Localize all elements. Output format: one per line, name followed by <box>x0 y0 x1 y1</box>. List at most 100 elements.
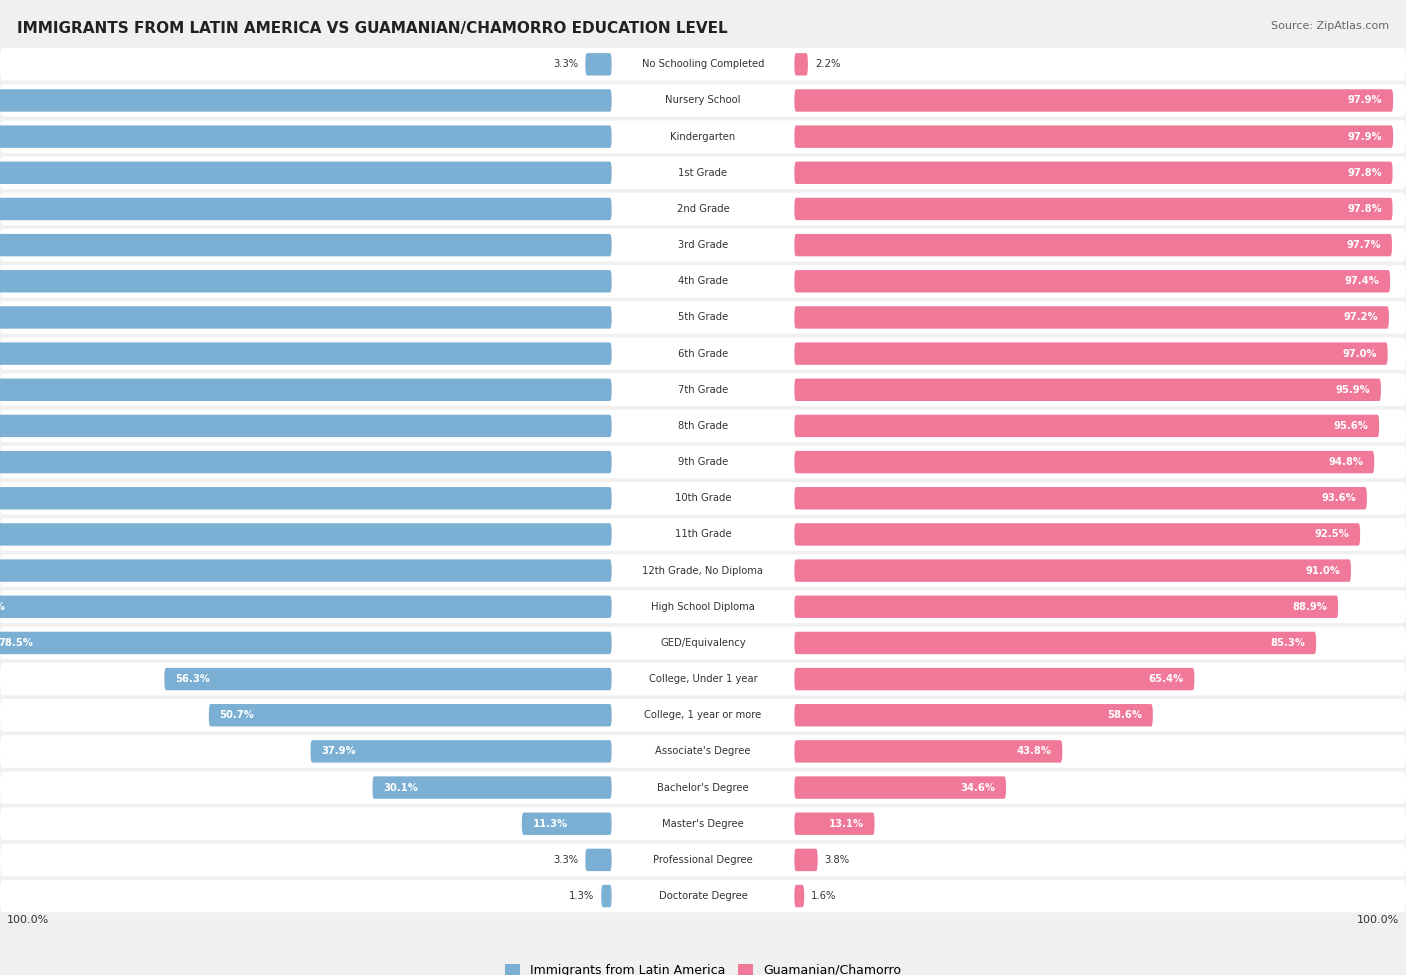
FancyBboxPatch shape <box>0 48 1406 81</box>
FancyBboxPatch shape <box>0 84 1406 117</box>
FancyBboxPatch shape <box>0 518 1406 551</box>
FancyBboxPatch shape <box>0 373 1406 406</box>
FancyBboxPatch shape <box>602 885 612 908</box>
FancyBboxPatch shape <box>0 229 1406 261</box>
FancyBboxPatch shape <box>0 265 1406 297</box>
Text: 97.9%: 97.9% <box>1348 96 1382 105</box>
Text: College, 1 year or more: College, 1 year or more <box>644 710 762 721</box>
Text: Associate's Degree: Associate's Degree <box>655 747 751 757</box>
Text: Source: ZipAtlas.com: Source: ZipAtlas.com <box>1271 21 1389 31</box>
Text: 97.9%: 97.9% <box>1348 132 1382 141</box>
FancyBboxPatch shape <box>794 740 1063 762</box>
FancyBboxPatch shape <box>794 270 1391 292</box>
Text: Bachelor's Degree: Bachelor's Degree <box>657 783 749 793</box>
Text: 6th Grade: 6th Grade <box>678 349 728 359</box>
Text: 37.9%: 37.9% <box>321 747 356 757</box>
FancyBboxPatch shape <box>794 90 1393 112</box>
FancyBboxPatch shape <box>0 157 1406 189</box>
Text: 65.4%: 65.4% <box>1149 674 1184 684</box>
Text: 100.0%: 100.0% <box>7 915 49 924</box>
FancyBboxPatch shape <box>794 776 1007 799</box>
Text: College, Under 1 year: College, Under 1 year <box>648 674 758 684</box>
Text: 91.0%: 91.0% <box>1306 566 1340 575</box>
FancyBboxPatch shape <box>0 807 1406 840</box>
Text: 97.8%: 97.8% <box>1347 204 1382 214</box>
FancyBboxPatch shape <box>0 555 1406 587</box>
Text: Doctorate Degree: Doctorate Degree <box>658 891 748 901</box>
Text: 95.6%: 95.6% <box>1334 421 1368 431</box>
Text: 2.2%: 2.2% <box>815 59 841 69</box>
Text: 85.3%: 85.3% <box>1271 638 1306 648</box>
Text: Kindergarten: Kindergarten <box>671 132 735 141</box>
FancyBboxPatch shape <box>794 126 1393 148</box>
Text: 43.8%: 43.8% <box>1017 747 1052 757</box>
Text: 13.1%: 13.1% <box>830 819 863 829</box>
FancyBboxPatch shape <box>373 776 612 799</box>
FancyBboxPatch shape <box>794 342 1388 365</box>
Text: 82.1%: 82.1% <box>0 602 6 611</box>
Text: 9th Grade: 9th Grade <box>678 457 728 467</box>
FancyBboxPatch shape <box>794 704 1153 726</box>
FancyBboxPatch shape <box>794 162 1392 184</box>
Text: 11.3%: 11.3% <box>533 819 568 829</box>
FancyBboxPatch shape <box>0 663 1406 695</box>
FancyBboxPatch shape <box>794 596 1339 618</box>
Text: 1.3%: 1.3% <box>569 891 595 901</box>
Text: 58.6%: 58.6% <box>1108 710 1142 721</box>
FancyBboxPatch shape <box>0 446 1406 479</box>
FancyBboxPatch shape <box>794 632 1316 654</box>
FancyBboxPatch shape <box>311 740 612 762</box>
Text: Professional Degree: Professional Degree <box>654 855 752 865</box>
Text: 78.5%: 78.5% <box>0 638 34 648</box>
FancyBboxPatch shape <box>0 414 612 437</box>
FancyBboxPatch shape <box>0 524 612 546</box>
Text: 34.6%: 34.6% <box>960 783 995 793</box>
Text: 7th Grade: 7th Grade <box>678 385 728 395</box>
Text: 3rd Grade: 3rd Grade <box>678 240 728 251</box>
Text: 50.7%: 50.7% <box>219 710 254 721</box>
Text: 97.8%: 97.8% <box>1347 168 1382 177</box>
FancyBboxPatch shape <box>0 301 1406 333</box>
Text: No Schooling Completed: No Schooling Completed <box>641 59 765 69</box>
FancyBboxPatch shape <box>0 879 1406 913</box>
Text: 5th Grade: 5th Grade <box>678 312 728 323</box>
FancyBboxPatch shape <box>794 414 1379 437</box>
Text: 92.5%: 92.5% <box>1315 529 1350 539</box>
FancyBboxPatch shape <box>794 306 1389 329</box>
FancyBboxPatch shape <box>0 843 1406 877</box>
Text: 30.1%: 30.1% <box>382 783 418 793</box>
Text: Nursery School: Nursery School <box>665 96 741 105</box>
FancyBboxPatch shape <box>0 126 612 148</box>
Text: 3.3%: 3.3% <box>553 855 578 865</box>
Text: IMMIGRANTS FROM LATIN AMERICA VS GUAMANIAN/CHAMORRO EDUCATION LEVEL: IMMIGRANTS FROM LATIN AMERICA VS GUAMANI… <box>17 21 727 36</box>
Text: 97.4%: 97.4% <box>1344 276 1379 287</box>
FancyBboxPatch shape <box>794 234 1392 256</box>
FancyBboxPatch shape <box>0 410 1406 443</box>
FancyBboxPatch shape <box>0 90 612 112</box>
FancyBboxPatch shape <box>0 699 1406 731</box>
FancyBboxPatch shape <box>0 378 612 401</box>
FancyBboxPatch shape <box>585 53 612 75</box>
FancyBboxPatch shape <box>0 198 612 220</box>
FancyBboxPatch shape <box>0 632 612 654</box>
Text: 11th Grade: 11th Grade <box>675 529 731 539</box>
FancyBboxPatch shape <box>0 591 1406 623</box>
Text: High School Diploma: High School Diploma <box>651 602 755 611</box>
FancyBboxPatch shape <box>794 560 1351 582</box>
FancyBboxPatch shape <box>0 450 612 473</box>
Text: 3.3%: 3.3% <box>553 59 578 69</box>
Text: GED/Equivalency: GED/Equivalency <box>661 638 745 648</box>
Text: 97.0%: 97.0% <box>1343 349 1376 359</box>
FancyBboxPatch shape <box>585 848 612 871</box>
FancyBboxPatch shape <box>0 482 1406 515</box>
FancyBboxPatch shape <box>0 560 612 582</box>
Text: 1st Grade: 1st Grade <box>679 168 727 177</box>
FancyBboxPatch shape <box>794 848 818 871</box>
FancyBboxPatch shape <box>794 198 1392 220</box>
FancyBboxPatch shape <box>0 193 1406 225</box>
FancyBboxPatch shape <box>0 306 612 329</box>
FancyBboxPatch shape <box>0 120 1406 153</box>
FancyBboxPatch shape <box>0 627 1406 659</box>
FancyBboxPatch shape <box>0 771 1406 803</box>
FancyBboxPatch shape <box>794 53 808 75</box>
